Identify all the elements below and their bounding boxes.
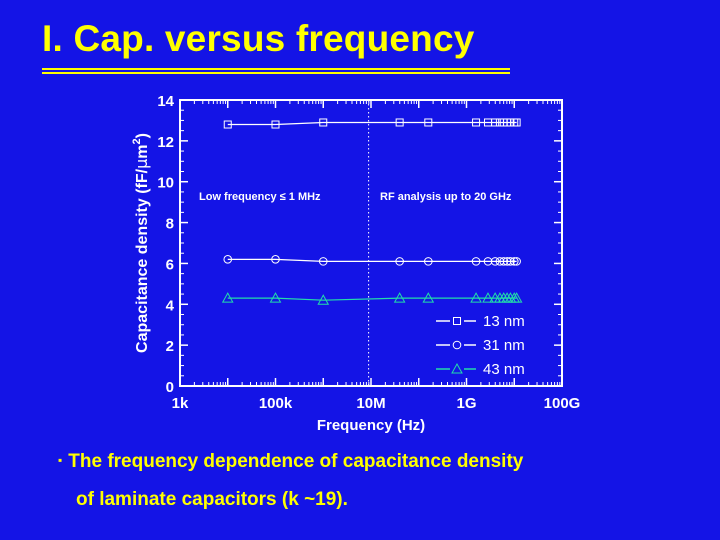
- capacitance-chart: 0 2 4 6 8 10 12 14 1k 100k 10M 1G 100G Frequency (Hz)…: [131, 93, 581, 434]
- y-axis-label: Capacitance density (fF/μm2): [131, 133, 151, 353]
- series-43-nm: [221, 292, 523, 305]
- legend-label: 31 nm: [483, 337, 525, 354]
- data-point: [319, 118, 328, 127]
- legend-entry-31-nm: 31 nm: [436, 337, 525, 354]
- data-point: [490, 257, 500, 266]
- data-point: [424, 118, 433, 127]
- caption-text-1: The frequency dependence of capacitance …: [68, 451, 524, 472]
- slide-title: I. Cap. versus frequency: [42, 18, 475, 59]
- legend-marker: [453, 317, 461, 325]
- annotation-low-frequency: Low frequency ≤ 1 MHz: [199, 191, 321, 203]
- data-point: [223, 255, 233, 264]
- data-point: [491, 118, 500, 127]
- legend-entry-43-nm: 43 nm: [436, 361, 525, 378]
- data-point: [509, 257, 519, 266]
- data-point: [471, 257, 481, 266]
- annotation-rf-analysis: RF analysis up to 20 GHz: [380, 191, 512, 203]
- data-point: [506, 257, 515, 266]
- x-tick-label: 10M: [356, 395, 385, 412]
- y-tick-label: 14: [157, 93, 174, 110]
- x-tick-label: 1k: [172, 395, 189, 412]
- series-31-nm: [223, 255, 521, 266]
- legend-label: 43 nm: [483, 361, 525, 378]
- x-tick-label: 100k: [259, 395, 293, 412]
- y-tick-label: 2: [166, 338, 174, 355]
- y-tick-label: 8: [166, 216, 174, 233]
- legend-marker: [451, 362, 463, 374]
- title-underline-second: [42, 72, 510, 74]
- data-point: [271, 120, 280, 129]
- x-tick-label: 100G: [544, 395, 581, 412]
- x-axis-label: Frequency (Hz): [317, 417, 425, 434]
- series-13-nm: [223, 118, 521, 129]
- legend-label: 13 nm: [483, 313, 525, 330]
- data-point: [424, 257, 433, 266]
- data-point: [223, 120, 232, 129]
- data-point: [482, 292, 494, 303]
- x-tick-label: 1G: [456, 395, 476, 412]
- legend-entry-13-nm: 13 nm: [436, 313, 525, 330]
- data-point: [512, 257, 521, 266]
- data-point: [221, 292, 234, 303]
- y-tick-label: 4: [166, 297, 175, 314]
- data-point: [318, 257, 328, 266]
- bullet-icon: ▪: [58, 453, 63, 467]
- data-point: [422, 292, 435, 303]
- data-point: [499, 257, 509, 266]
- data-point: [271, 255, 280, 264]
- y-tick-label: 10: [157, 175, 174, 192]
- series-line: [227, 258, 517, 262]
- data-point: [269, 292, 282, 303]
- data-point: [512, 118, 521, 127]
- data-point: [393, 292, 406, 303]
- data-point: [395, 118, 404, 127]
- caption-line-2: of laminate capacitors (k ~19).: [76, 489, 348, 510]
- legend-marker: [452, 340, 462, 350]
- y-tick-label: 12: [157, 134, 174, 151]
- data-point: [395, 257, 404, 266]
- caption-line-1: ▪ The frequency dependence of capacitance…: [58, 451, 523, 473]
- title-underline: [42, 68, 510, 70]
- y-tick-label: 0: [166, 379, 174, 396]
- data-point: [472, 118, 481, 127]
- data-point: [470, 292, 482, 303]
- data-point: [317, 294, 330, 305]
- y-tick-label: 6: [166, 256, 174, 273]
- series-line: [227, 121, 517, 126]
- data-point: [510, 292, 523, 303]
